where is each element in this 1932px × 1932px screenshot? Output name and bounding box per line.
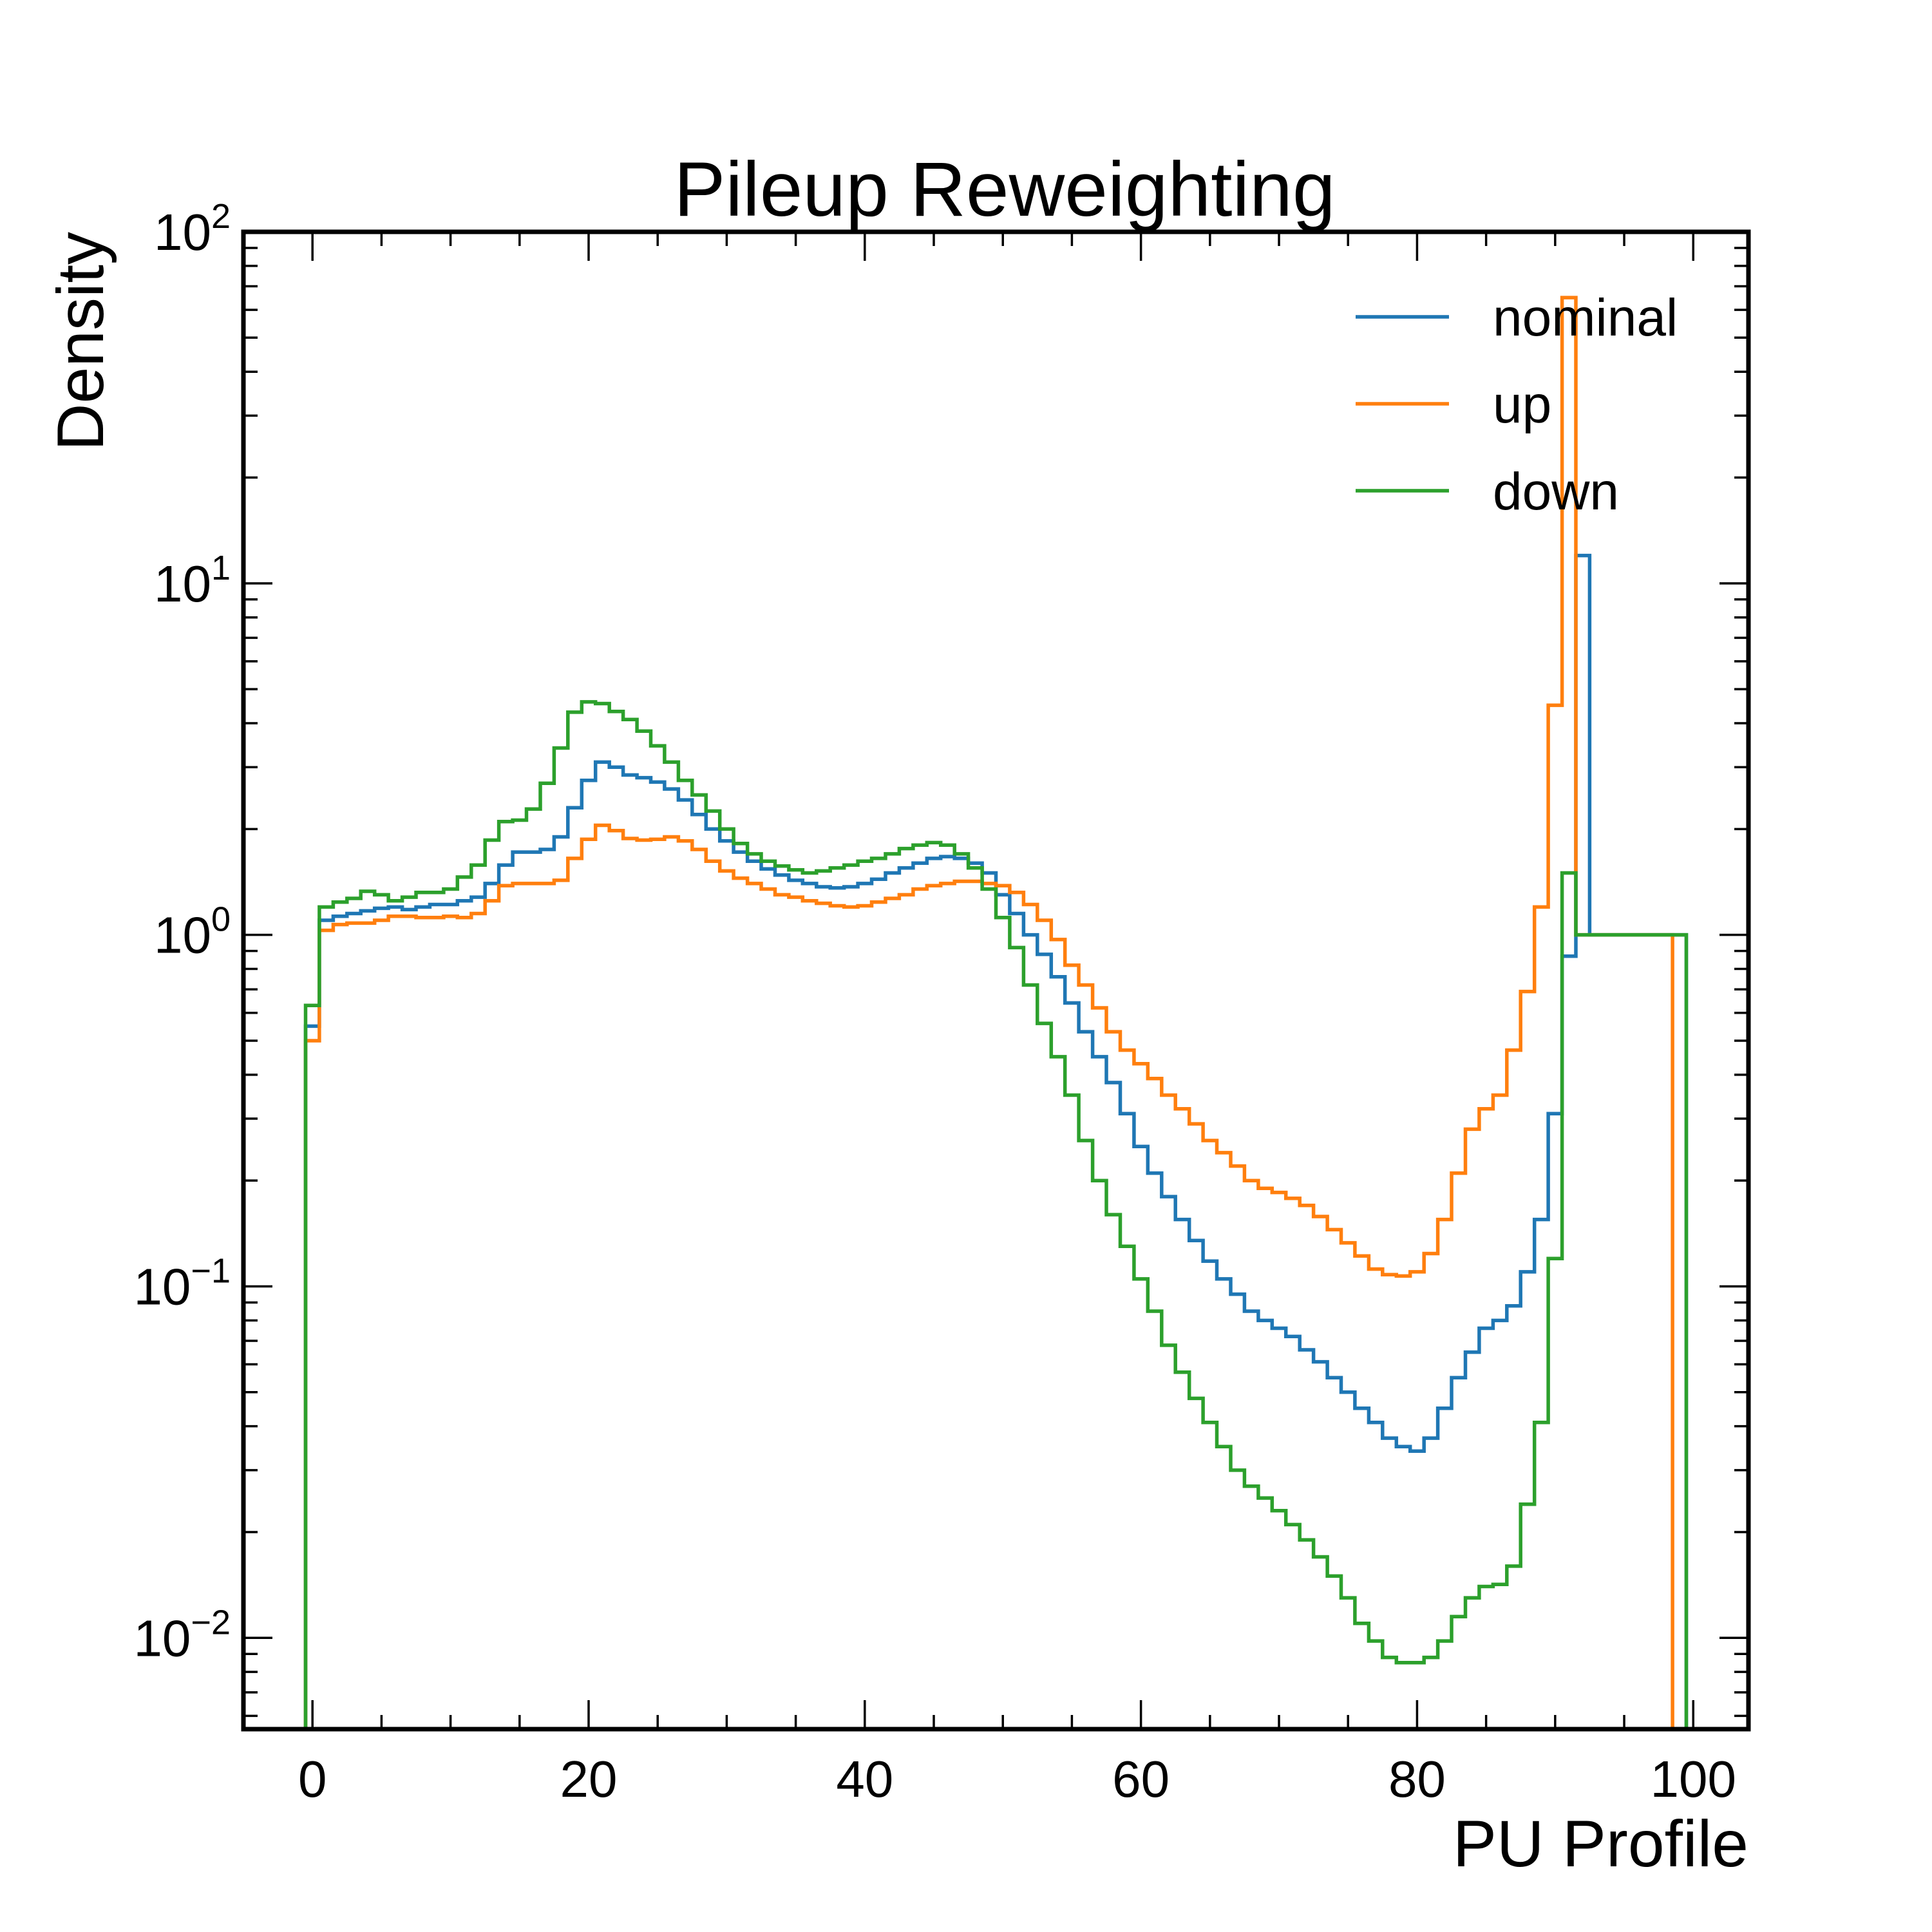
y-tick-label: 101: [154, 549, 231, 612]
series-layer: [303, 296, 1689, 1729]
x-tick-label: 20: [560, 1750, 618, 1808]
y-tick-label: 100: [154, 900, 231, 964]
y-axis-label: Density: [44, 232, 117, 451]
x-tick-label: 60: [1112, 1750, 1170, 1808]
y-tick-label: 10−2: [133, 1603, 231, 1667]
chart-title: Pileup Reweighting: [674, 146, 1335, 232]
y-tick-label: 10−1: [133, 1251, 231, 1315]
legend: nominal up down: [1356, 289, 1678, 521]
x-axis-label: PU Profile: [1453, 1807, 1748, 1880]
legend-label-nominal: nominal: [1493, 289, 1678, 347]
plot-frame: [241, 229, 1751, 1732]
x-tick-label: 80: [1388, 1750, 1446, 1808]
legend-label-up: up: [1493, 375, 1551, 434]
series-nominal: [303, 553, 1689, 1729]
legend-label-down: down: [1493, 462, 1619, 521]
x-tick-label: 0: [298, 1750, 327, 1808]
series-down: [303, 700, 1689, 1729]
x-tick-label: 40: [836, 1750, 893, 1808]
y-tick-label: 102: [154, 197, 231, 261]
tick-layer: 0 20 40 60 80 100 10−2 10−1 100 101 102: [133, 197, 1748, 1808]
x-tick-label: 100: [1650, 1750, 1736, 1808]
series-up: [303, 296, 1674, 1729]
